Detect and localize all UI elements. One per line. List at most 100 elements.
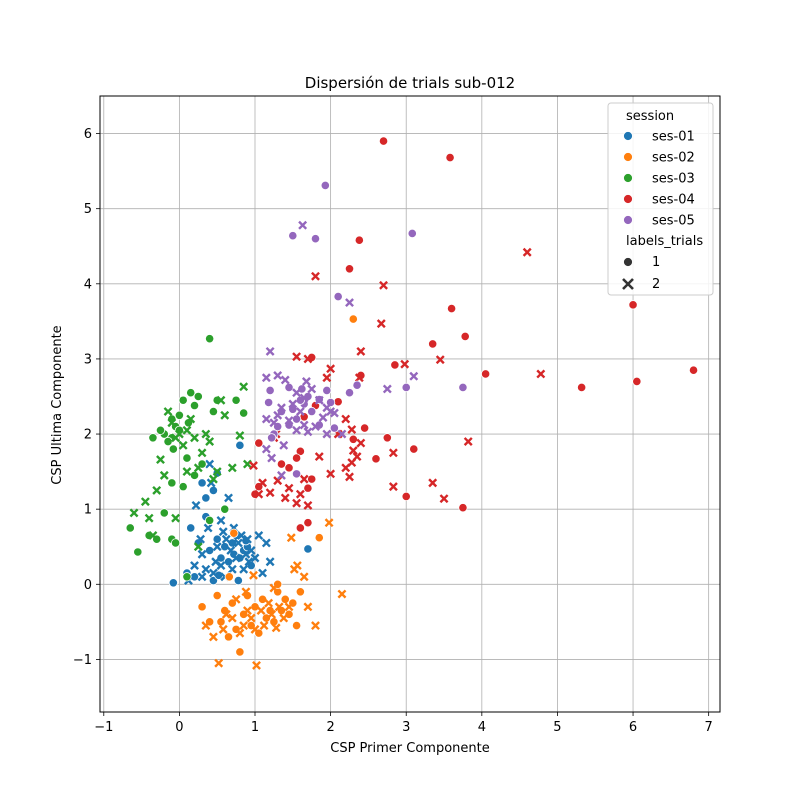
data-point	[352, 380, 362, 390]
chart-title: Dispersión de trials sub-012	[305, 74, 515, 92]
data-point	[208, 568, 218, 578]
legend-marker-x	[622, 278, 634, 290]
data-point	[333, 291, 343, 302]
data-point	[129, 508, 139, 518]
data-point	[178, 440, 188, 450]
data-point	[267, 609, 277, 619]
data-point	[193, 463, 203, 473]
data-point	[310, 234, 321, 244]
data-point	[322, 429, 332, 439]
data-point	[221, 534, 231, 544]
data-point	[223, 557, 234, 567]
series-ses-05	[261, 180, 468, 480]
legend-marker-ses-04	[623, 194, 633, 204]
data-point	[265, 488, 275, 498]
data-point	[140, 497, 150, 507]
data-point	[324, 518, 334, 528]
data-point	[295, 489, 305, 499]
data-point	[280, 493, 290, 503]
data-point	[409, 371, 419, 381]
data-point	[220, 542, 230, 552]
data-point	[303, 602, 313, 612]
data-point	[236, 531, 246, 540]
data-point	[224, 572, 234, 582]
data-point	[201, 564, 211, 574]
data-point	[295, 523, 305, 533]
data-point	[197, 448, 207, 458]
data-point	[197, 478, 207, 488]
data-point	[354, 373, 364, 383]
legend-marker-ses-05	[623, 215, 633, 225]
data-point	[280, 375, 290, 385]
data-point	[301, 377, 311, 386]
data-point	[460, 331, 470, 341]
data-point	[231, 395, 241, 405]
x-tick-label: 2	[326, 720, 334, 735]
data-point	[344, 388, 355, 398]
data-point	[322, 385, 332, 396]
data-point	[261, 538, 271, 548]
data-point	[439, 494, 449, 504]
data-point	[226, 546, 236, 555]
data-point	[299, 474, 309, 484]
data-point	[269, 418, 279, 428]
data-point	[326, 364, 336, 374]
legend-marker-circle	[623, 257, 633, 267]
data-point	[446, 303, 457, 314]
y-tick-label: 2	[84, 428, 92, 443]
data-point	[259, 621, 269, 631]
data-point	[227, 463, 237, 473]
data-point	[303, 354, 313, 364]
data-point	[208, 406, 219, 417]
data-point	[264, 598, 274, 608]
data-point	[277, 403, 286, 413]
x-tick-label: 1	[251, 720, 259, 735]
data-point	[227, 538, 237, 548]
x-axis-label: CSP Primer Componente	[330, 741, 489, 756]
data-point	[254, 438, 264, 448]
data-point	[221, 609, 231, 619]
data-points	[125, 136, 699, 670]
data-point	[688, 365, 699, 375]
data-point	[189, 470, 200, 480]
data-point	[212, 467, 222, 477]
data-point	[337, 589, 347, 599]
data-point	[299, 572, 309, 582]
data-point	[337, 429, 347, 439]
data-point	[628, 300, 638, 310]
data-point	[197, 602, 207, 612]
data-point	[220, 410, 230, 420]
data-point	[314, 533, 324, 543]
data-point	[208, 485, 219, 495]
y-tick-label: 1	[84, 503, 92, 518]
data-point	[212, 534, 222, 544]
data-point	[303, 483, 313, 493]
data-point	[174, 429, 184, 439]
data-point	[292, 561, 302, 570]
x-tick-label: 6	[629, 720, 637, 735]
legend-marker-ses-02	[623, 152, 633, 162]
data-point	[307, 406, 317, 417]
data-point	[458, 382, 468, 393]
data-point	[178, 482, 188, 492]
y-axis-label: CSP Ultima Componente	[50, 325, 65, 484]
data-point	[182, 425, 192, 435]
data-point	[298, 220, 308, 230]
data-point	[284, 602, 294, 612]
data-point	[250, 553, 260, 563]
data-point	[314, 395, 324, 405]
data-point	[216, 515, 226, 525]
data-point	[267, 433, 277, 443]
data-point	[354, 235, 364, 245]
data-point	[318, 413, 328, 422]
data-point	[400, 359, 410, 369]
data-point	[193, 542, 203, 552]
data-point	[388, 448, 398, 458]
legend-label-ses-03: ses-03	[652, 172, 695, 187]
data-point	[329, 423, 339, 433]
data-point	[205, 334, 215, 344]
data-point	[303, 500, 313, 510]
data-point	[333, 397, 343, 407]
data-point	[288, 231, 298, 241]
